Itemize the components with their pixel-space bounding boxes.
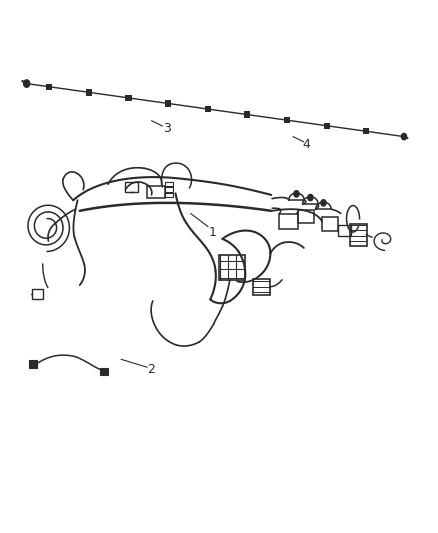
Bar [338, 224, 351, 236]
Bar [324, 123, 330, 129]
Bar [205, 106, 211, 112]
Text: 1: 1 [208, 225, 216, 239]
Bar [100, 368, 108, 375]
Bar [322, 217, 338, 231]
Bar [147, 187, 165, 198]
Text: 3: 3 [163, 122, 171, 135]
Bar [165, 100, 171, 107]
Bar [350, 223, 367, 246]
Circle shape [24, 80, 30, 87]
Bar [253, 279, 270, 295]
Bar [86, 89, 92, 95]
Bar [29, 360, 37, 368]
Bar [279, 214, 298, 229]
Bar [363, 128, 369, 134]
Bar [219, 255, 245, 280]
Bar [165, 182, 173, 187]
Circle shape [401, 133, 406, 140]
Bar [284, 117, 290, 123]
Circle shape [321, 200, 326, 206]
Bar [244, 111, 251, 118]
Bar [125, 182, 138, 192]
Circle shape [294, 191, 299, 197]
Bar [125, 95, 131, 101]
Bar [32, 289, 42, 299]
Bar [165, 193, 173, 197]
Text: 4: 4 [302, 138, 310, 151]
Text: 2: 2 [148, 364, 155, 376]
Bar [298, 209, 314, 223]
Bar [165, 188, 173, 192]
Circle shape [308, 195, 313, 201]
Bar [46, 84, 52, 90]
